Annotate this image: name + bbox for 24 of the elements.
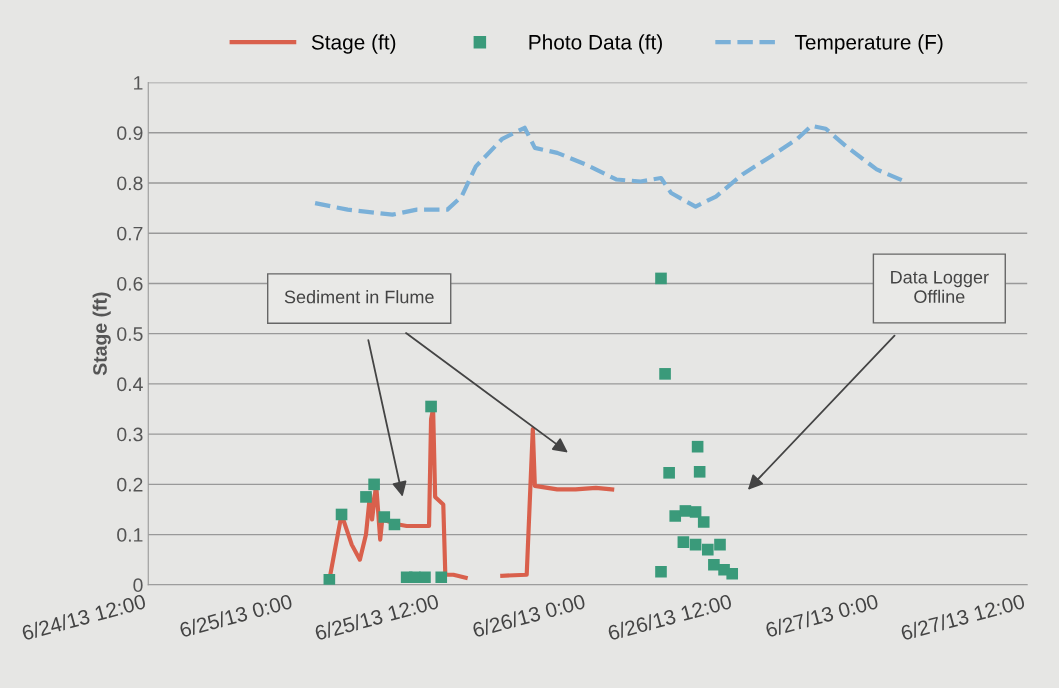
y-tick-label: 0: [133, 578, 143, 593]
annotation: Sediment in Flume: [284, 290, 434, 304]
x-tick-label: 6/24/13 12:00: [21, 593, 147, 641]
x-tick-label: 6/26/13 12:00: [607, 593, 733, 641]
y-tick-label: 0.9: [117, 126, 143, 141]
y-tick-label: 0.7: [117, 226, 143, 241]
annotation: Data Logger Offline: [891, 271, 989, 304]
x-tick-label: 6/26/13 0:00: [471, 593, 586, 638]
y-tick-label: 0.2: [117, 477, 143, 492]
legend-label: Temperature (F): [794, 34, 943, 54]
y-tick-label: 0.3: [117, 427, 143, 442]
y-axis-title: Stage (ft): [92, 292, 111, 376]
y-tick-label: 0.8: [117, 176, 143, 191]
x-tick-label: 6/25/13 12:00: [314, 593, 440, 641]
y-tick-label: 0.5: [117, 327, 143, 341]
x-tick-label: 6/25/13 0:00: [178, 593, 293, 638]
y-tick-label: 1: [134, 76, 143, 90]
legend-label: Stage (ft): [311, 34, 396, 54]
y-tick-label: 0.1: [117, 528, 143, 542]
x-tick-label: 6/27/13 0:00: [764, 593, 879, 638]
x-tick-label: 6/27/13 12:00: [900, 593, 1026, 641]
legend-label: Photo Data (ft): [529, 34, 662, 54]
y-tick-label: 0.6: [117, 276, 143, 291]
y-tick-label: 0.4: [117, 377, 143, 392]
